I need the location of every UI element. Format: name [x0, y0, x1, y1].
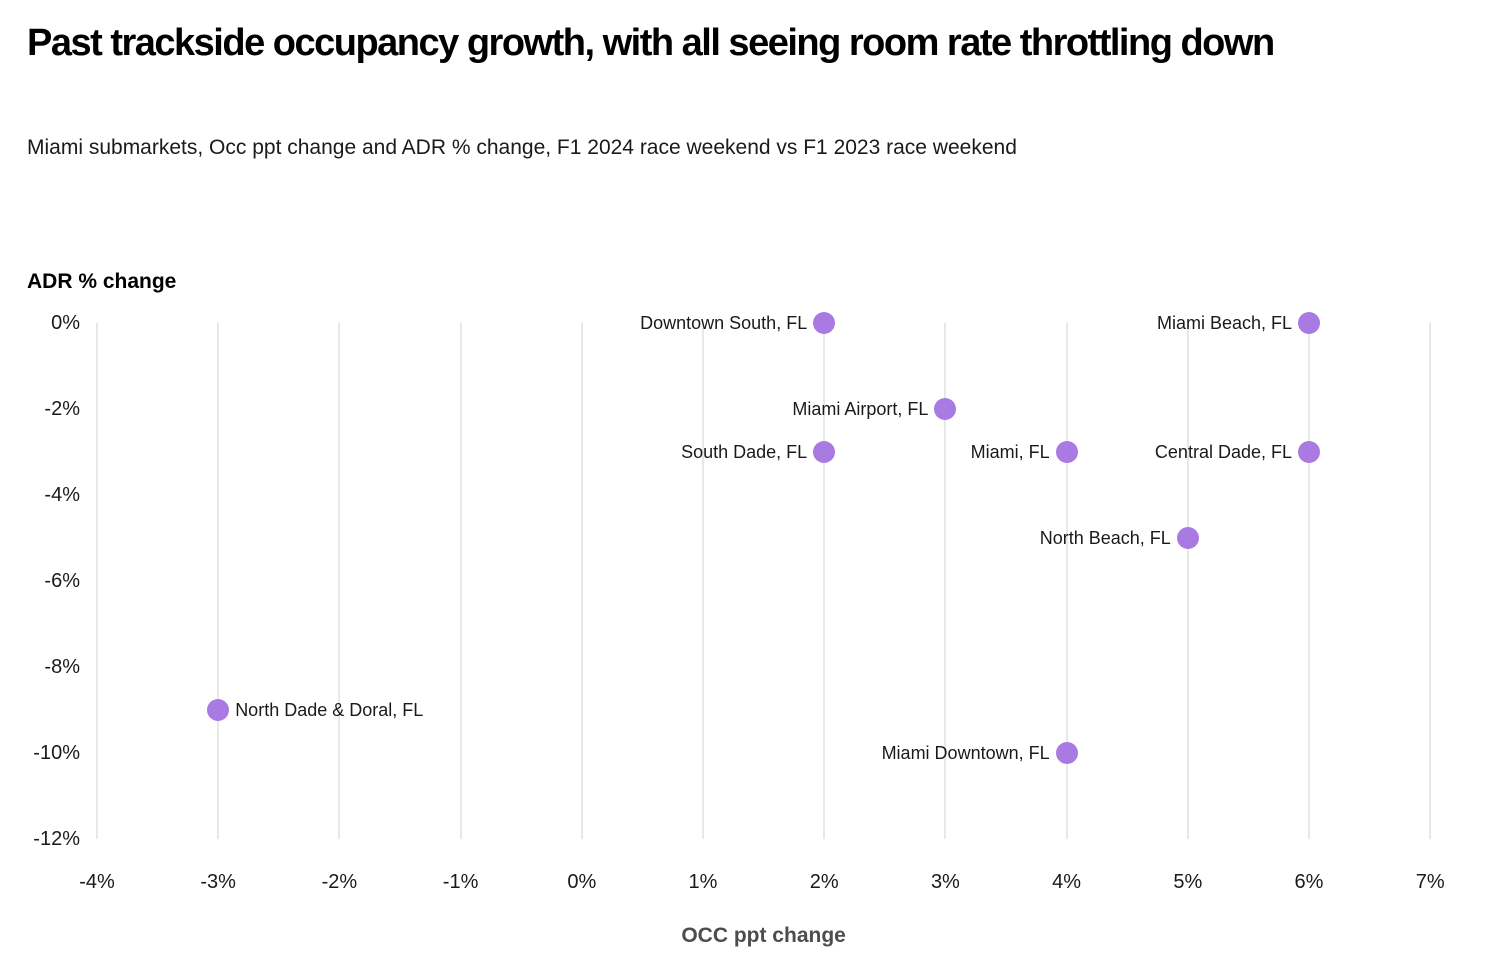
x-axis-title: OCC ppt change [681, 924, 846, 947]
x-tick-label: 2% [809, 871, 839, 893]
x-tick-label: -1% [442, 871, 479, 893]
gridline [944, 323, 947, 839]
x-tick-label: 3% [930, 871, 960, 893]
y-tick-label: -10% [33, 742, 80, 764]
chart-title: Past trackside occupancy growth, with al… [27, 22, 1275, 64]
data-point-label: North Beach, FL [1039, 528, 1171, 548]
gridline [1065, 323, 1068, 839]
gridline [823, 323, 826, 839]
data-point-label: Miami Beach, FL [1156, 313, 1292, 333]
gridline [702, 323, 704, 839]
gridline [217, 323, 220, 839]
x-tick-label: -3% [200, 871, 236, 893]
y-axis-title: ADR % change [27, 270, 177, 293]
data-point-label: Miami, FL [970, 442, 1050, 462]
gridline [580, 323, 583, 839]
gridline [338, 323, 341, 839]
x-tick-label: 6% [1294, 871, 1324, 893]
data-point-dot [1055, 441, 1078, 463]
x-tick-label: 4% [1052, 871, 1082, 893]
x-tick-label: -2% [321, 871, 358, 893]
data-point-dot [1055, 742, 1078, 764]
data-point-label: Miami Downtown, FL [881, 743, 1050, 763]
data-point-dot [207, 699, 230, 721]
data-point-label: Central Dade, FL [1154, 442, 1292, 462]
gridline [1186, 323, 1189, 839]
gridline [459, 323, 462, 839]
data-point-label: Miami Airport, FL [792, 399, 929, 419]
x-tick-label: -4% [79, 871, 115, 893]
data-point-label: South Dade, FL [681, 442, 808, 462]
x-tick-label: 5% [1173, 871, 1203, 893]
data-point-dot [1176, 527, 1199, 549]
y-tick-label: -2% [44, 398, 80, 420]
data-point-dot [813, 312, 836, 334]
data-point-dot [1298, 312, 1320, 334]
data-point-dot [934, 398, 957, 420]
gridline [1429, 323, 1432, 839]
data-point-label: Downtown South, FL [640, 313, 808, 333]
data-point-dot [1298, 441, 1320, 463]
chart-subtitle: Miami submarkets, Occ ppt change and ADR… [27, 136, 1017, 159]
y-tick-label: 0% [51, 312, 80, 334]
y-tick-label: -8% [44, 656, 80, 678]
data-point-label: North Dade & Doral, FL [235, 700, 424, 720]
y-tick-label: -4% [44, 484, 80, 506]
gridline [1308, 323, 1310, 839]
x-tick-label: 1% [688, 871, 718, 893]
x-tick-label: 7% [1415, 871, 1445, 893]
data-point-dot [813, 441, 836, 463]
x-tick-label: 0% [567, 871, 597, 893]
y-tick-label: -12% [33, 828, 80, 850]
gridline [96, 323, 98, 839]
y-tick-label: -6% [44, 570, 80, 592]
